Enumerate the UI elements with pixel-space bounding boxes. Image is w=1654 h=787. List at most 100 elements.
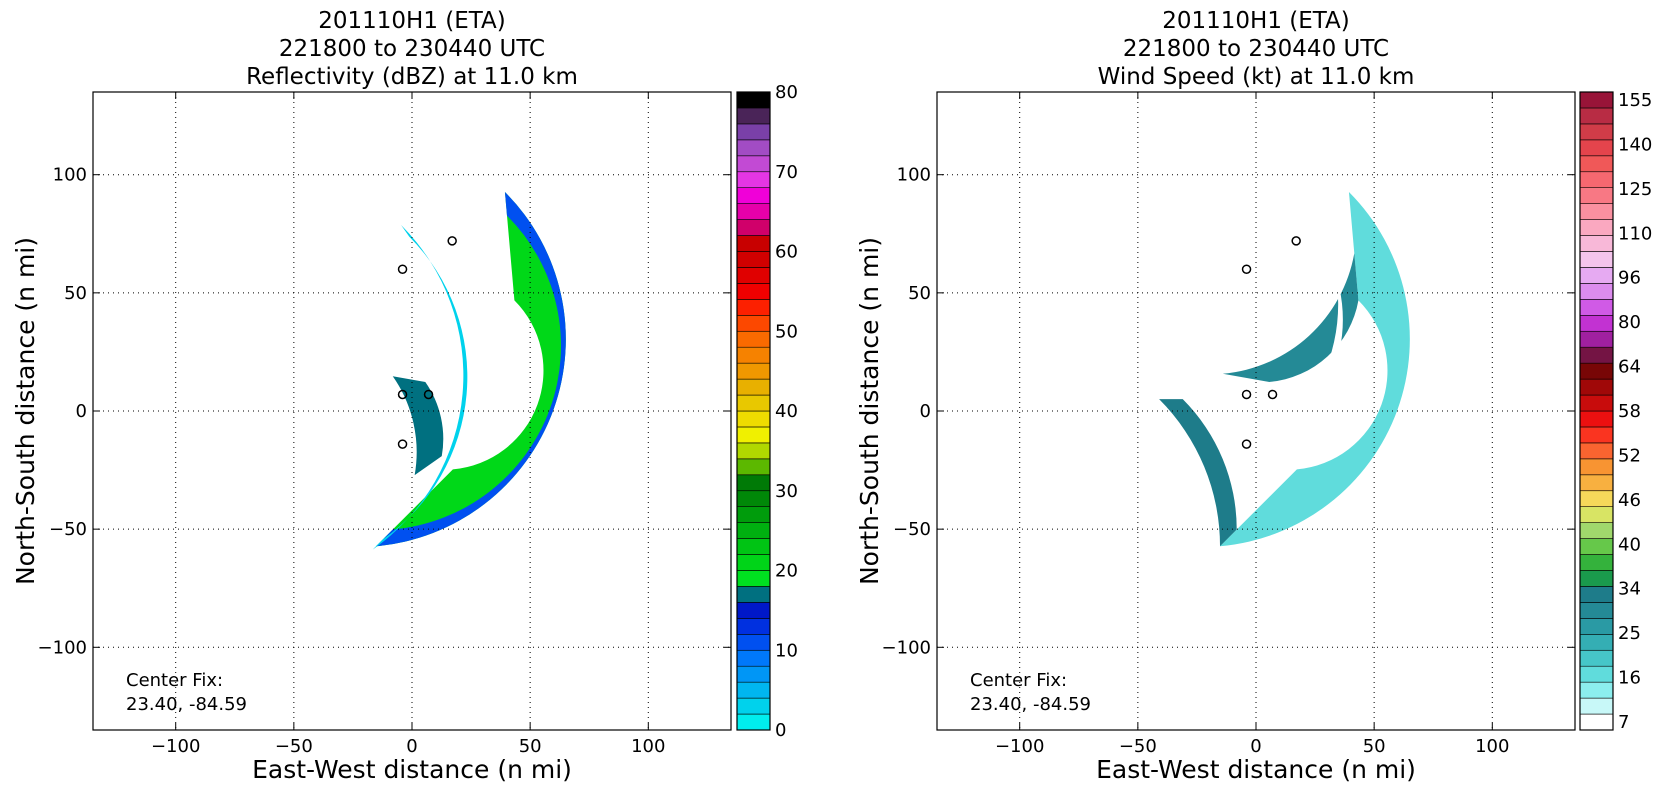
colorbar-segment bbox=[736, 554, 771, 571]
colorbar-segment bbox=[736, 330, 771, 348]
chart-title-line: Reflectivity (dBZ) at 11.0 km bbox=[246, 64, 578, 90]
y-tick-label: −50 bbox=[49, 519, 87, 540]
colorbar-tick-label: 58 bbox=[1618, 401, 1641, 422]
y-tick-label: −100 bbox=[882, 637, 931, 658]
colorbar-segment bbox=[736, 187, 771, 204]
colorbar-segment bbox=[1579, 267, 1614, 284]
observation-circle bbox=[1241, 264, 1252, 274]
echo-band-core bbox=[392, 376, 444, 476]
wind-band-gap bbox=[1208, 230, 1343, 474]
colorbar-segment bbox=[736, 633, 771, 651]
colorbar-segment bbox=[1579, 314, 1614, 332]
colorbar-segment bbox=[736, 602, 771, 619]
colorbar-tick-label: 25 bbox=[1618, 623, 1641, 644]
colorbar-segment bbox=[1579, 362, 1614, 380]
colorbar-tick-label: 155 bbox=[1618, 90, 1652, 111]
colorbar-tick-label: 80 bbox=[775, 82, 798, 103]
y-tick-label: 50 bbox=[64, 283, 87, 304]
colorbar-segment bbox=[736, 107, 771, 125]
colorbar-segment bbox=[736, 538, 771, 555]
colorbar-segment bbox=[1579, 697, 1614, 715]
colorbar-tick-label: 96 bbox=[1618, 268, 1641, 289]
colorbar-segment bbox=[736, 219, 771, 236]
colorbar-segment bbox=[736, 649, 771, 667]
colorbar-segment bbox=[1579, 394, 1614, 412]
colorbar-segment bbox=[1579, 618, 1614, 635]
y-tick-label: 0 bbox=[920, 401, 931, 422]
y-axis-label: North-South distance (n mi) bbox=[855, 237, 884, 585]
colorbar-segment bbox=[1579, 299, 1614, 316]
x-axis-label: East-West distance (n mi) bbox=[1096, 755, 1416, 784]
colorbar-tick-label: 52 bbox=[1618, 445, 1641, 466]
observation-circle bbox=[397, 264, 408, 274]
colorbar-tick-label: 10 bbox=[775, 640, 798, 661]
colorbar-segment bbox=[736, 155, 771, 173]
colorbar-segment bbox=[736, 490, 771, 507]
wind-band bbox=[1220, 192, 1410, 547]
colorbar-segment bbox=[736, 314, 771, 332]
colorbar-tick-label: 40 bbox=[1618, 534, 1641, 555]
colorbar-segment bbox=[1579, 346, 1614, 364]
colorbar-tick-label: 80 bbox=[1618, 312, 1641, 333]
plot-area bbox=[937, 92, 1575, 730]
colorbar-tick-label: 16 bbox=[1618, 668, 1641, 689]
colorbar-segment bbox=[736, 251, 771, 268]
x-tick-label: −50 bbox=[1119, 736, 1157, 757]
colorbar-tick-label: 60 bbox=[775, 242, 798, 263]
colorbar-tick-label: 20 bbox=[775, 561, 798, 582]
colorbar-segment bbox=[1579, 490, 1614, 507]
colorbar-segment bbox=[1579, 91, 1614, 109]
colorbar-segment bbox=[736, 139, 771, 157]
center-fix-value: 23.40, -84.59 bbox=[970, 694, 1091, 715]
data-field bbox=[372, 192, 566, 550]
colorbar-segment bbox=[1579, 171, 1614, 188]
observation-circle bbox=[1241, 439, 1252, 449]
colorbar-tick-label: 140 bbox=[1618, 134, 1652, 155]
colorbar-tick-label: 30 bbox=[775, 481, 798, 502]
colorbar-segment bbox=[1579, 155, 1614, 173]
colorbar-segment bbox=[1579, 251, 1614, 268]
y-tick-label: −100 bbox=[38, 637, 87, 658]
colorbar-segment bbox=[1579, 649, 1614, 667]
y-tick-label: 100 bbox=[897, 165, 931, 186]
colorbar-segment bbox=[1579, 410, 1614, 428]
colorbar-frame bbox=[736, 91, 771, 731]
colorbar-segment bbox=[736, 618, 771, 635]
y-tick-label: 0 bbox=[76, 401, 87, 422]
colorbar-segment bbox=[1579, 474, 1614, 492]
colorbar-tick-label: 34 bbox=[1618, 579, 1641, 600]
colorbar-segment bbox=[1579, 203, 1614, 220]
y-tick-label: 100 bbox=[53, 165, 87, 186]
colorbar-segment bbox=[736, 362, 771, 380]
colorbar-segment bbox=[736, 426, 771, 444]
y-tick-label: −50 bbox=[893, 519, 931, 540]
colorbar-segment bbox=[736, 235, 771, 252]
colorbar-tick-label: 46 bbox=[1618, 490, 1641, 511]
colorbar-segment bbox=[736, 203, 771, 220]
colorbar-segment bbox=[736, 442, 771, 460]
echo-band-rim bbox=[372, 224, 468, 550]
colorbar-segment bbox=[736, 346, 771, 364]
colorbar-segment bbox=[1579, 235, 1614, 252]
colorbar-frame bbox=[1579, 91, 1614, 731]
colorbar-segment bbox=[736, 681, 771, 699]
colorbar-segment bbox=[736, 506, 771, 523]
colorbar-segment bbox=[1579, 139, 1614, 157]
observation-circle bbox=[1267, 389, 1278, 400]
colorbar-tick-label: 50 bbox=[775, 321, 798, 342]
observation-circle bbox=[397, 389, 408, 400]
colorbar-segment bbox=[736, 378, 771, 396]
x-tick-label: 50 bbox=[519, 736, 542, 757]
colorbar-segment bbox=[1579, 681, 1614, 699]
colorbar-tick-label: 40 bbox=[775, 401, 798, 422]
observation-circle bbox=[1291, 236, 1301, 246]
center-fix-value: 23.40, -84.59 bbox=[126, 694, 247, 715]
colorbar-tick-label: 70 bbox=[775, 162, 798, 183]
colorbar-segment bbox=[1579, 219, 1614, 236]
colorbar-segment bbox=[1579, 283, 1614, 300]
colorbar-segment bbox=[1579, 378, 1614, 396]
observation-circle bbox=[397, 439, 408, 449]
y-axis-label: North-South distance (n mi) bbox=[11, 237, 40, 585]
